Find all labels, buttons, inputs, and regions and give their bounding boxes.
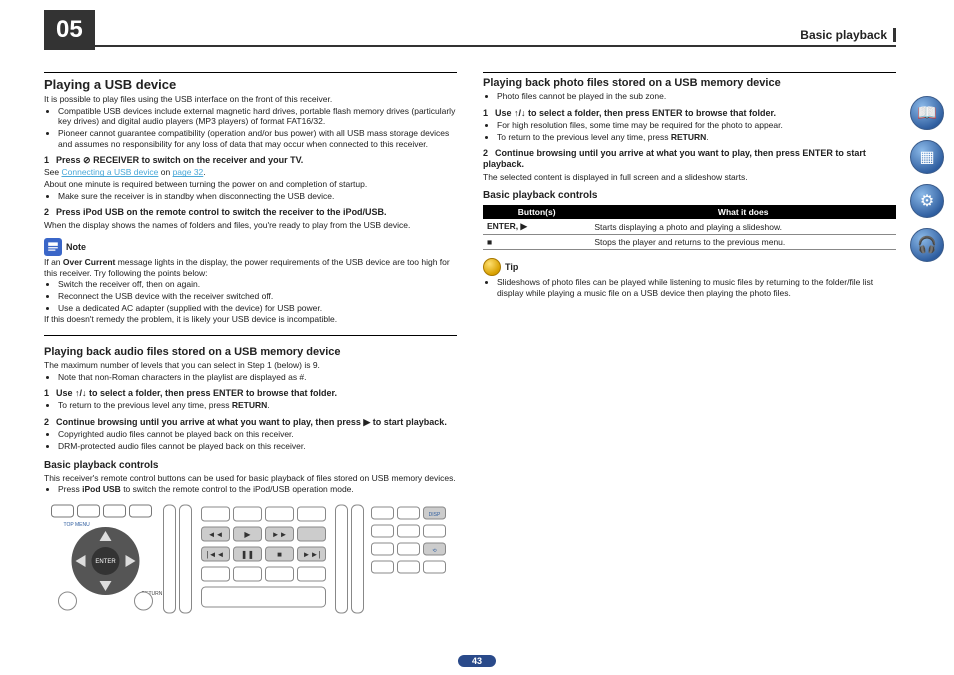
tip-label: Tip <box>505 262 518 272</box>
header-rule <box>44 45 896 47</box>
th-what: What it does <box>590 205 896 219</box>
audio-step2-b: DRM-protected audio files cannot be play… <box>58 441 457 452</box>
device-icon[interactable]: ▦ <box>910 140 944 174</box>
audio-b1: Note that non-Roman characters in the pl… <box>58 372 457 383</box>
heading-controls: Basic playback controls <box>44 460 457 471</box>
step-1: 1Press ⊘ RECEIVER to switch on the recei… <box>44 155 457 166</box>
note-bullet: Use a dedicated AC adapter (supplied wit… <box>58 303 457 314</box>
th-buttons: Button(s) <box>483 205 590 219</box>
link-connecting-usb[interactable]: Connecting a USB device <box>62 167 159 177</box>
side-icon-strip: 📖 ▦ ⚙ 🎧 <box>910 96 944 262</box>
link-page-32[interactable]: page 32 <box>173 167 204 177</box>
intro-bullet: Pioneer cannot guarantee compatibility (… <box>58 128 457 149</box>
intro-text: It is possible to play files using the U… <box>44 94 457 105</box>
svg-text:▶: ▶ <box>244 530 251 539</box>
photo-step2: 2Continue browsing until you arrive at w… <box>483 148 896 171</box>
svg-text:DISP: DISP <box>429 512 441 518</box>
svg-text:❚❚: ❚❚ <box>241 550 254 559</box>
page-number: 43 <box>458 655 496 667</box>
heading-photo: Playing back photo files stored on a USB… <box>483 77 896 89</box>
svg-text:►►: ►► <box>272 530 288 539</box>
photo-step1: 1Use ↑/↓ to select a folder, then press … <box>483 108 896 119</box>
step1-bullet: Make sure the receiver is in standby whe… <box>58 191 457 202</box>
heading-usb: Playing a USB device <box>44 77 457 92</box>
chapter-number: 05 <box>44 10 95 50</box>
book-icon[interactable]: 📖 <box>910 96 944 130</box>
note-text: If an Over Current message lights in the… <box>44 257 457 278</box>
svg-text:►►|: ►►| <box>303 550 321 559</box>
audio-step2: 2Continue browsing until you arrive at w… <box>44 417 457 428</box>
intro-bullet: Compatible USB devices include external … <box>58 106 457 127</box>
note-tail: If this doesn't remedy the problem, it i… <box>44 314 457 325</box>
step2-note: When the display shows the names of fold… <box>44 220 457 231</box>
heading-photo-controls: Basic playback controls <box>483 190 896 201</box>
audio-step2-b: Copyrighted audio files cannot be played… <box>58 429 457 440</box>
heading-audio: Playing back audio files stored on a USB… <box>44 346 457 358</box>
svg-text:◄◄: ◄◄ <box>208 530 224 539</box>
controls-table: Button(s) What it does ENTER, ▶ Starts d… <box>483 205 896 250</box>
audio-step1-b: To return to the previous level any time… <box>58 400 457 411</box>
audio-step1: 1Use ↑/↓ to select a folder, then press … <box>44 388 457 399</box>
audio-p1: The maximum number of levels that you ca… <box>44 360 457 371</box>
svg-text:ENTER: ENTER <box>95 559 116 565</box>
tip-icon <box>483 258 501 276</box>
note-label: Note <box>66 242 86 252</box>
see-line: See Connecting a USB device on page 32. <box>44 167 457 178</box>
note-bullet: Switch the receiver off, then on again. <box>58 279 457 290</box>
step1-note: About one minute is required between tur… <box>44 179 457 190</box>
controls-p: This receiver's remote control buttons c… <box>44 473 457 484</box>
section-label: Basic playback <box>800 28 896 42</box>
note-icon <box>44 238 62 256</box>
right-column: Playing back photo files stored on a USB… <box>483 66 896 621</box>
headphones-icon[interactable]: 🎧 <box>910 228 944 262</box>
tip-bullet: Slideshows of photo files can be played … <box>497 277 896 298</box>
remote-diagram: TOP MENU ENTER RETURN <box>44 501 457 621</box>
step-2: 2Press iPod USB on the remote control to… <box>44 207 457 218</box>
svg-text:■: ■ <box>277 550 282 559</box>
controls-b: Press iPod USB to switch the remote cont… <box>58 484 457 495</box>
photo-step2-note: The selected content is displayed in ful… <box>483 172 896 183</box>
svg-text:TOP MENU: TOP MENU <box>64 522 91 528</box>
left-column: Playing a USB device It is possible to p… <box>44 66 457 621</box>
svg-text:|◄◄: |◄◄ <box>207 550 225 559</box>
photo-step1-b: To return to the previous level any time… <box>497 132 896 143</box>
note-bullet: Reconnect the USB device with the receiv… <box>58 291 457 302</box>
table-row: ■ Stops the player and returns to the pr… <box>483 235 896 250</box>
photo-step1-b: For high resolution files, some time may… <box>497 120 896 131</box>
photo-b1: Photo files cannot be played in the sub … <box>497 91 896 102</box>
table-row: ENTER, ▶ Starts displaying a photo and p… <box>483 219 896 235</box>
gear-icon[interactable]: ⚙ <box>910 184 944 218</box>
